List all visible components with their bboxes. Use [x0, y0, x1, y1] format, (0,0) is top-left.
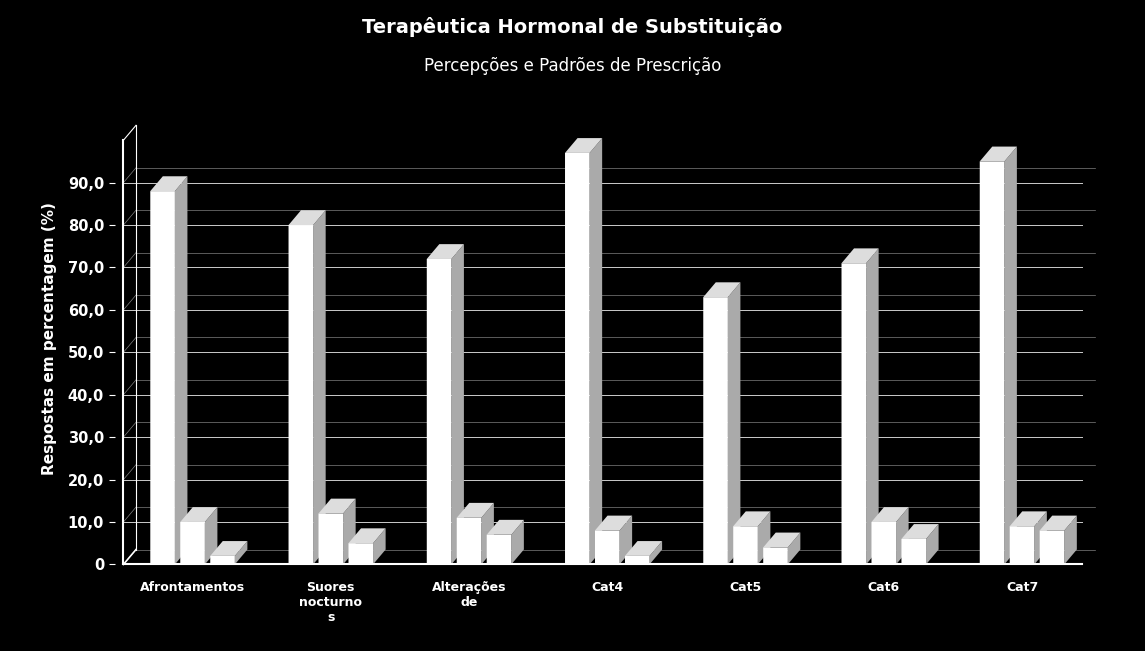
FancyBboxPatch shape [595, 531, 619, 564]
Polygon shape [481, 503, 493, 564]
Polygon shape [180, 507, 218, 522]
Polygon shape [348, 529, 386, 543]
FancyBboxPatch shape [901, 539, 926, 564]
Polygon shape [1065, 516, 1076, 564]
FancyBboxPatch shape [150, 191, 175, 564]
FancyBboxPatch shape [348, 543, 373, 564]
Polygon shape [871, 507, 909, 522]
Polygon shape [1034, 512, 1047, 564]
Polygon shape [318, 499, 356, 514]
Polygon shape [703, 283, 741, 297]
Polygon shape [980, 146, 1017, 161]
Polygon shape [728, 283, 741, 564]
FancyBboxPatch shape [980, 161, 1004, 564]
FancyBboxPatch shape [1010, 526, 1034, 564]
FancyBboxPatch shape [871, 522, 897, 564]
Polygon shape [595, 516, 632, 531]
FancyBboxPatch shape [625, 556, 649, 564]
FancyBboxPatch shape [564, 153, 590, 564]
Polygon shape [451, 244, 464, 564]
Polygon shape [625, 541, 662, 556]
Polygon shape [512, 520, 524, 564]
Polygon shape [564, 138, 602, 153]
FancyBboxPatch shape [180, 522, 205, 564]
FancyBboxPatch shape [211, 556, 235, 564]
FancyBboxPatch shape [487, 534, 512, 564]
FancyBboxPatch shape [1040, 531, 1065, 564]
Y-axis label: Respostas em percentagem (%): Respostas em percentagem (%) [41, 202, 56, 475]
Text: Percepções e Padrões de Prescrição: Percepções e Padrões de Prescrição [424, 57, 721, 75]
FancyBboxPatch shape [842, 263, 866, 564]
Polygon shape [1040, 516, 1076, 531]
Polygon shape [235, 541, 247, 564]
Polygon shape [842, 249, 878, 263]
Polygon shape [764, 533, 800, 547]
FancyBboxPatch shape [457, 518, 481, 564]
Polygon shape [901, 524, 939, 539]
Polygon shape [1010, 512, 1047, 526]
Polygon shape [897, 507, 909, 564]
FancyBboxPatch shape [703, 297, 728, 564]
Polygon shape [175, 176, 188, 564]
Polygon shape [457, 503, 493, 518]
FancyBboxPatch shape [764, 547, 788, 564]
Polygon shape [373, 529, 386, 564]
Text: Terapêutica Hormonal de Substituição: Terapêutica Hormonal de Substituição [362, 17, 783, 37]
Polygon shape [866, 249, 878, 564]
Polygon shape [313, 210, 325, 564]
FancyBboxPatch shape [427, 259, 451, 564]
Polygon shape [619, 516, 632, 564]
Polygon shape [211, 541, 247, 556]
FancyBboxPatch shape [733, 526, 758, 564]
Polygon shape [788, 533, 800, 564]
Polygon shape [649, 541, 662, 564]
Polygon shape [150, 176, 188, 191]
Polygon shape [427, 244, 464, 259]
Polygon shape [733, 512, 771, 526]
Polygon shape [344, 499, 356, 564]
FancyBboxPatch shape [289, 225, 313, 564]
Polygon shape [1004, 146, 1017, 564]
Polygon shape [590, 138, 602, 564]
Polygon shape [487, 520, 524, 534]
FancyBboxPatch shape [318, 514, 343, 564]
Polygon shape [289, 210, 325, 225]
Polygon shape [205, 507, 218, 564]
Polygon shape [926, 524, 939, 564]
Polygon shape [758, 512, 771, 564]
